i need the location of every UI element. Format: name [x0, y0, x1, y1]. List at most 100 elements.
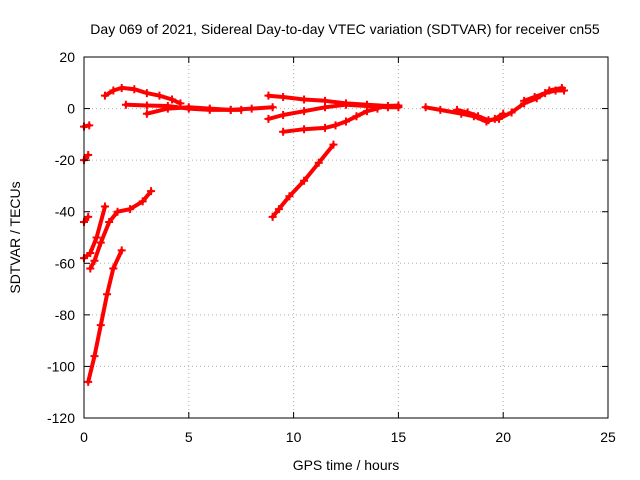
- data-point: [331, 121, 340, 130]
- data-point: [147, 187, 156, 196]
- data-point: [86, 264, 95, 273]
- x-tick-label: 15: [391, 429, 407, 445]
- data-point: [279, 127, 288, 136]
- data-point: [268, 103, 277, 112]
- data-point: [285, 192, 294, 201]
- data-point: [559, 86, 568, 95]
- data-point: [362, 107, 371, 116]
- data-point: [117, 83, 126, 92]
- data-point: [142, 89, 151, 98]
- series-arc-11: [264, 100, 403, 123]
- data-point: [84, 212, 93, 221]
- data-point: [300, 125, 309, 134]
- data-point: [168, 95, 177, 104]
- series-arc-12: [279, 104, 382, 136]
- y-tick-label: 20: [59, 49, 75, 65]
- data-point: [541, 89, 550, 98]
- series-line: [266, 102, 401, 121]
- series-arc-3: [80, 212, 93, 227]
- x-tick-label: 20: [495, 429, 511, 445]
- series-line: [270, 142, 336, 219]
- data-point: [205, 104, 214, 113]
- data-point: [329, 140, 338, 149]
- data-point: [109, 264, 118, 273]
- y-tick-label: -60: [55, 255, 75, 271]
- data-point: [84, 150, 93, 159]
- series-arc-2: [80, 150, 93, 165]
- y-tick-label: -40: [55, 204, 75, 220]
- data-point: [84, 377, 93, 386]
- data-point: [100, 202, 109, 211]
- series-arc-7: [100, 83, 185, 108]
- data-point: [90, 256, 99, 265]
- data-point: [436, 105, 445, 114]
- data-point: [117, 246, 126, 255]
- data-point: [138, 197, 147, 206]
- x-tick-label: 10: [286, 429, 302, 445]
- data-point: [321, 123, 330, 132]
- series-arc-15: [453, 83, 566, 125]
- series-arc-5: [86, 187, 156, 273]
- y-tick-label: -120: [47, 410, 75, 426]
- data-point: [474, 112, 483, 121]
- data-point: [453, 105, 462, 114]
- series-arc-9: [142, 103, 277, 118]
- y-tick-label: -20: [55, 152, 75, 168]
- data-point: [274, 205, 283, 214]
- data-point: [85, 121, 94, 130]
- data-point: [383, 103, 392, 112]
- data-point: [142, 109, 151, 118]
- data-point: [96, 321, 105, 330]
- data-point: [484, 116, 493, 125]
- x-axis-label: GPS time / hours: [293, 457, 400, 473]
- data-point: [121, 100, 130, 109]
- data-point: [507, 108, 516, 117]
- data-point: [342, 100, 350, 109]
- x-tick-label: 0: [80, 429, 88, 445]
- data-point: [163, 104, 172, 113]
- series-arc-14: [421, 103, 508, 126]
- data-point: [520, 96, 529, 105]
- data-point: [342, 117, 350, 126]
- data-point: [103, 290, 112, 299]
- series-arc-16: [520, 86, 568, 105]
- data-point: [264, 114, 273, 123]
- plot-frame: [83, 56, 609, 419]
- series-arc-13: [268, 140, 338, 221]
- data-point: [300, 176, 309, 185]
- data-point: [264, 91, 273, 100]
- data-point: [321, 103, 330, 112]
- data-point: [100, 91, 109, 100]
- data-point: [109, 86, 118, 95]
- data-point: [113, 207, 122, 216]
- data-point: [279, 92, 288, 101]
- data-point: [495, 114, 504, 123]
- data-point: [226, 105, 235, 114]
- data-point: [551, 86, 560, 95]
- x-tick-label: 25: [600, 429, 616, 445]
- data-point: [463, 108, 472, 117]
- data-point: [184, 103, 193, 112]
- data-point: [314, 158, 323, 167]
- data-point: [300, 107, 309, 116]
- data-point: [247, 104, 256, 113]
- data-point: [92, 233, 101, 242]
- data-point: [352, 112, 361, 121]
- data-point: [530, 92, 539, 101]
- data-point: [394, 103, 403, 112]
- y-tick-label: -100: [47, 358, 75, 374]
- data-point: [268, 212, 277, 221]
- data-point: [142, 101, 151, 110]
- y-tick-label: 0: [67, 101, 75, 117]
- y-tick-label: -80: [55, 307, 75, 323]
- data-point: [373, 104, 382, 113]
- data-point: [126, 205, 135, 214]
- data-point: [96, 238, 105, 247]
- series-arc-6: [84, 246, 126, 386]
- tick-layer: -120 -100 -80 -60 -40 -20 0 20 0 5 10 15 20 25: [47, 49, 616, 445]
- series-arc-1: [80, 121, 94, 131]
- data-point: [279, 111, 288, 120]
- x-tick-label: 5: [185, 429, 193, 445]
- data-point: [105, 218, 114, 227]
